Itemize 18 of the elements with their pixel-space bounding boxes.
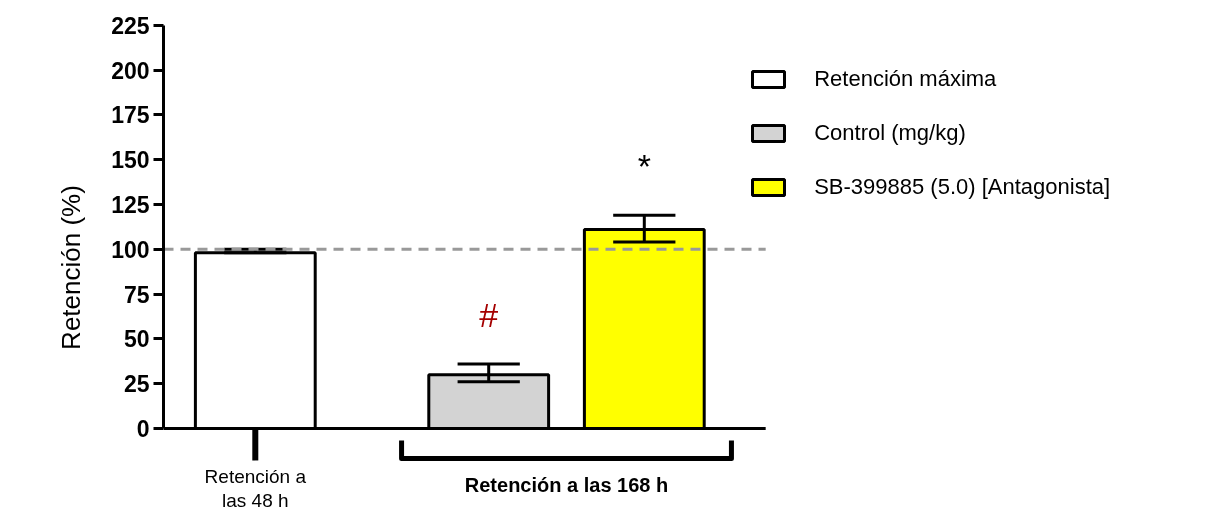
y-tick-label: 200 (111, 57, 150, 84)
y-tick-label: 175 (111, 102, 150, 129)
y-tick-label: 150 (111, 147, 150, 174)
data-label: # (479, 295, 499, 334)
y-tick-label: 50 (123, 326, 150, 353)
y-tick-label: 125 (111, 191, 150, 218)
legend-label: Retención máxima (814, 66, 997, 92)
x-tick-label: Retención a las 168 h (464, 474, 669, 497)
x-tick-label: Retención a las 48 h (204, 465, 307, 511)
y-tick-label: 225 (111, 12, 150, 39)
y-tick-label: 0 (136, 415, 150, 442)
y-tick-label: 75 (123, 281, 150, 308)
y-tick-label: 100 (111, 236, 150, 263)
y-tick-label: 25 (123, 371, 150, 398)
legend-label: Control (mg/kg) (814, 120, 966, 146)
y-axis-title: Retención (%) (56, 185, 87, 350)
data-label: * (637, 147, 651, 186)
legend-label: SB-399885 (5.0) [Antagonista] (814, 174, 1111, 200)
